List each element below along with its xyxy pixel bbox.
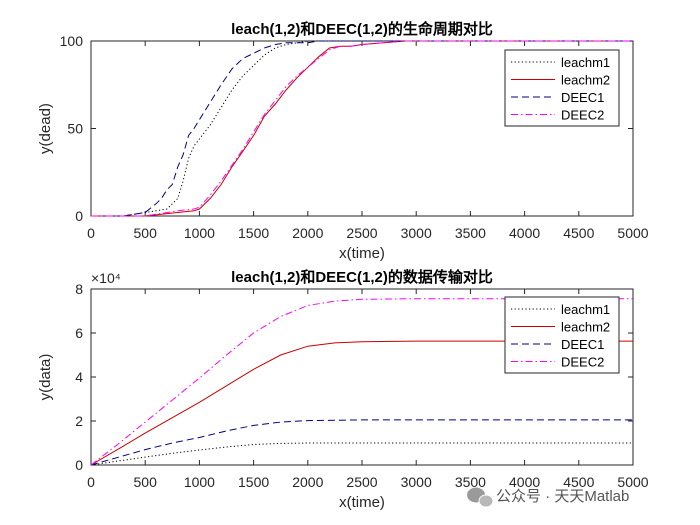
legend-label-leachm2: leachm2	[561, 320, 610, 335]
x-tick-label: 500	[134, 474, 158, 490]
series-line-deec1	[91, 40, 633, 217]
y-tick-label: 100	[60, 33, 84, 49]
chart-title: leach(1,2)和DEEC(1,2)的生命周期对比	[231, 20, 493, 38]
series-line-deec2	[91, 40, 633, 217]
chart-title: leach(1,2)和DEEC(1,2)的数据传输对比	[231, 268, 493, 286]
y-tick-label: 50	[67, 121, 83, 137]
legend-label-deec2: DEEC2	[561, 108, 604, 123]
x-tick-label: 1500	[238, 225, 269, 241]
x-tick-label: 2000	[292, 225, 323, 241]
x-axis-label: x(time)	[339, 245, 385, 262]
y-tick-label: 2	[75, 413, 83, 429]
x-tick-label: 3000	[401, 474, 432, 490]
series-line-deec2	[90, 298, 633, 466]
series-line-leachm2	[90, 340, 633, 466]
x-tick-label: 2000	[292, 474, 323, 490]
legend-box	[504, 296, 620, 374]
legend-label-deec2: DEEC2	[561, 355, 604, 370]
x-tick-label: 3500	[455, 474, 486, 490]
x-tick-label: 2500	[346, 225, 377, 241]
chart-panel-2: 0 500 1000 1500 2000 2500 3000 3500 4000 4500 5000…	[37, 268, 649, 511]
x-tick-label: 4500	[563, 225, 594, 241]
x-tick-label: 1000	[184, 225, 215, 241]
y-exponent-label: ×10⁴	[91, 270, 121, 286]
legend: leachm1 leachm2 DEEC1 DEEC2	[504, 49, 620, 127]
x-tick-label: 4500	[563, 474, 594, 490]
x-tick-label: 0	[87, 225, 95, 241]
y-tick-label: 4	[75, 369, 83, 385]
y-tick-label: 6	[75, 325, 83, 341]
y-tick-label: 0	[75, 208, 83, 224]
x-tick-label: 5000	[617, 474, 648, 490]
x-tick-label: 2500	[346, 474, 377, 490]
x-tick-label: 4000	[509, 474, 540, 490]
x-tick-label: 500	[134, 225, 158, 241]
wechat-icon	[467, 487, 494, 508]
legend-label-leachm1: leachm1	[561, 302, 610, 317]
legend-box	[504, 49, 620, 127]
x-tick-label: 1500	[238, 474, 269, 490]
wechat-bubble-small	[478, 494, 494, 508]
y-axis-label: y(dead)	[37, 103, 54, 154]
x-axis-label: x(time)	[339, 494, 385, 511]
x-tick-label: 0	[87, 474, 95, 490]
y-tick-label: 8	[75, 281, 83, 297]
legend-label-deec1: DEEC1	[561, 90, 604, 105]
y-tick-label: 0	[75, 457, 83, 473]
y-axis-label: y(data)	[37, 354, 54, 401]
series-line-leachm1	[90, 442, 633, 466]
watermark: 公众号 · 天天Matlab	[467, 487, 629, 508]
chart-panel-1: 0 500 1000 1500 2000 2500 3000 3500 4000 4500 5000…	[37, 20, 649, 262]
legend-label-leachm2: leachm2	[561, 73, 610, 88]
x-tick-label: 4000	[509, 225, 540, 241]
x-tick-label: 3500	[455, 225, 486, 241]
legend: leachm1 leachm2 DEEC1 DEEC2	[504, 296, 620, 374]
x-tick-label: 5000	[617, 225, 648, 241]
legend-label-deec1: DEEC1	[561, 337, 604, 352]
x-tick-label: 3000	[401, 225, 432, 241]
series-line-leachm2	[91, 40, 633, 217]
legend-label-leachm1: leachm1	[561, 55, 610, 70]
watermark-text: 公众号 · 天天Matlab	[496, 488, 629, 505]
x-tick-label: 1000	[184, 474, 215, 490]
